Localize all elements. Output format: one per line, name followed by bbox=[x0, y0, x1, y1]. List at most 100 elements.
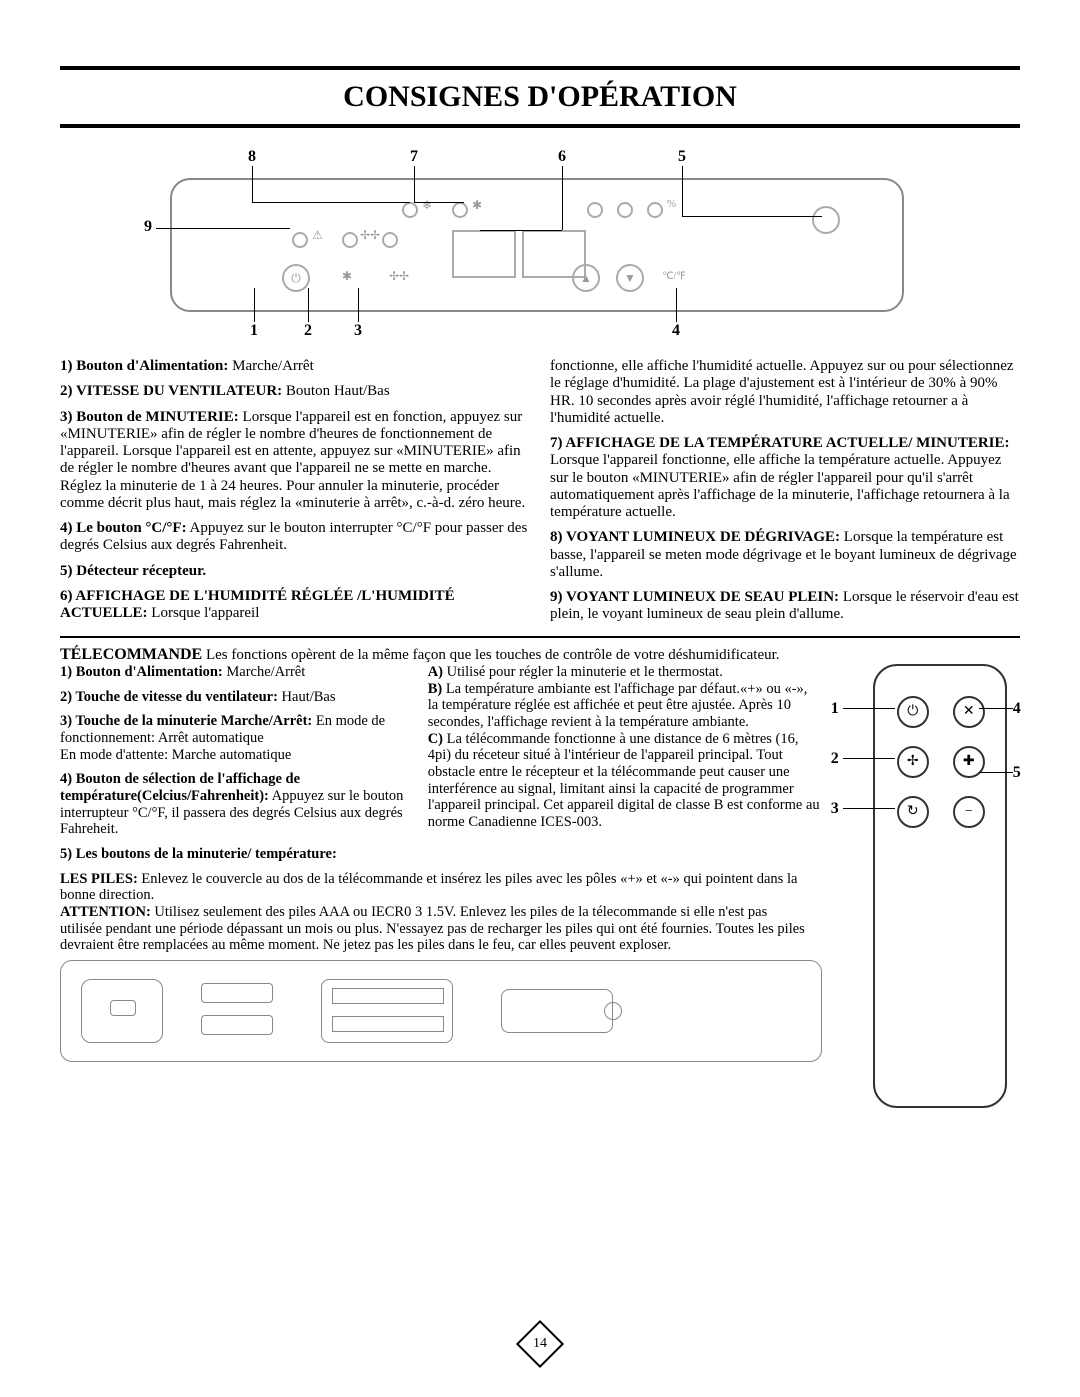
leader-line bbox=[308, 288, 309, 322]
leader-line bbox=[979, 772, 1013, 773]
remote-1-title: 1) Bouton d'Alimentation: bbox=[60, 664, 223, 680]
page-number: 14 bbox=[533, 1336, 547, 1352]
item-8-title: 8) VOYANT LUMINEUX DE DÉGRIVAGE: bbox=[550, 529, 840, 545]
item-1-text: Marche/Arrêt bbox=[228, 358, 313, 374]
left-column: 1) Bouton d'Alimentation: Marche/Arrêt 2… bbox=[60, 358, 530, 632]
remote-num-2: 2 bbox=[831, 750, 839, 768]
remote-plus-icon: ✚ bbox=[953, 746, 985, 778]
humidity-display bbox=[452, 230, 516, 278]
control-panel-diagram: ⏻ ✱ ✢✢ ▲ ▼ ℃/℉ % ❄ ✱ ⚠ ✢✢ 8 7 6 5 9 1 2 … bbox=[60, 148, 1020, 348]
attention-title: ATTENTION: bbox=[60, 904, 151, 920]
attention-text: Utilisez seulement des piles AAA ou IECR… bbox=[60, 904, 805, 953]
remote-4-title: 4) Bouton de sélection de l'affichage de… bbox=[60, 771, 300, 804]
panel-number-4: 4 bbox=[672, 322, 680, 340]
remote-columns: 1) Bouton d'Alimentation: Marche/Arrêt 2… bbox=[60, 664, 1020, 871]
top-rule-1 bbox=[60, 66, 1020, 70]
item-6-text: Lorsque l'appareil bbox=[148, 605, 260, 621]
down-icon: ▼ bbox=[616, 264, 644, 292]
piles-text: Enlevez le couvercle au dos de la téléco… bbox=[60, 871, 797, 904]
panel-number-5: 5 bbox=[678, 148, 686, 166]
panel-led bbox=[292, 232, 308, 248]
panel-led bbox=[587, 202, 603, 218]
batt-step2b bbox=[201, 1015, 273, 1035]
timer-icon: ✢✢ bbox=[387, 264, 411, 288]
panel-number-8: 8 bbox=[248, 148, 256, 166]
panel-number-6: 6 bbox=[558, 148, 566, 166]
leader-line bbox=[843, 808, 895, 809]
batt-step1 bbox=[81, 979, 163, 1043]
panel-led bbox=[452, 202, 468, 218]
leader-line bbox=[156, 228, 290, 229]
item-1-title: 1) Bouton d'Alimentation: bbox=[60, 358, 228, 374]
frost-icon: ✱ bbox=[472, 198, 482, 213]
remote-num-4: 4 bbox=[1013, 700, 1021, 718]
remote-col-2: A) Utilisé pour régler la minuterie et l… bbox=[428, 664, 821, 871]
page-number-badge: 14 bbox=[516, 1320, 564, 1368]
remote-c-title: C) bbox=[428, 731, 443, 747]
remote-num-3: 3 bbox=[831, 800, 839, 818]
remote-header: TÉLECOMMANDE Les fonctions opèrent de la… bbox=[60, 646, 1020, 664]
cf-icon: ℃/℉ bbox=[662, 264, 686, 288]
remote-c-text: La télécommande fonctionne à une distanc… bbox=[428, 731, 820, 830]
item-6-cont: fonctionne, elle affiche l'humidité actu… bbox=[550, 358, 1014, 426]
panel-led bbox=[342, 232, 358, 248]
remote-power-icon: ⏻ bbox=[897, 696, 929, 728]
panel-number-9: 9 bbox=[144, 218, 152, 236]
remote-b-title: B) bbox=[428, 681, 443, 697]
battery-diagram bbox=[60, 960, 822, 1062]
remote-5-title: 5) Les boutons de la minuterie/ températ… bbox=[60, 846, 337, 862]
remote-3-title: 3) Touche de la minuterie Marche/Arrêt: bbox=[60, 713, 312, 729]
leader-line bbox=[979, 708, 1013, 709]
leader-line bbox=[843, 758, 895, 759]
remote-fan-icon: ✢ bbox=[897, 746, 929, 778]
item-4-title: 4) Le bouton °C/°F: bbox=[60, 520, 187, 536]
remote-col-3: ⏻ ✕ ✢ ✚ ↻ − 1 2 3 4 5 bbox=[833, 664, 1020, 871]
batt-step2a bbox=[201, 983, 273, 1003]
top-rule-2 bbox=[60, 124, 1020, 128]
leader-line bbox=[562, 166, 563, 230]
remote-num-1: 1 bbox=[831, 700, 839, 718]
description-columns: 1) Bouton d'Alimentation: Marche/Arrêt 2… bbox=[60, 358, 1020, 632]
piles-title: LES PILES: bbox=[60, 871, 138, 887]
item-3-title: 3) Bouton de MINUTERIE: bbox=[60, 409, 239, 425]
panel-number-2: 2 bbox=[304, 322, 312, 340]
remote-mode-icon: ✕ bbox=[953, 696, 985, 728]
item-9-title: 9) VOYANT LUMINEUX DE SEAU PLEIN: bbox=[550, 589, 839, 605]
remote-header-title: TÉLECOMMANDE bbox=[60, 646, 202, 663]
panel-led bbox=[647, 202, 663, 218]
panel-led bbox=[617, 202, 633, 218]
batt-step3 bbox=[321, 979, 453, 1043]
item-5-title: 5) Détecteur récepteur. bbox=[60, 563, 206, 579]
panel-number-3: 3 bbox=[354, 322, 362, 340]
mid-rule bbox=[60, 636, 1020, 638]
leader-line bbox=[682, 216, 822, 217]
leader-line bbox=[843, 708, 895, 709]
remote-3-text2: En mode d'attente: Marche automatique bbox=[60, 747, 291, 763]
remote-a-title: A) bbox=[428, 664, 443, 680]
percent-label: % bbox=[667, 198, 676, 210]
fan-icon: ✱ bbox=[335, 264, 359, 288]
leader-line bbox=[414, 166, 415, 202]
remote-2-title: 2) Touche de vitesse du ventilateur: bbox=[60, 689, 278, 705]
right-column: fonctionne, elle affiche l'humidité actu… bbox=[550, 358, 1020, 632]
remote-header-text: Les fonctions opèrent de la même façon q… bbox=[202, 647, 779, 663]
panel-outline: ⏻ ✱ ✢✢ ▲ ▼ ℃/℉ % ❄ ✱ ⚠ ✢✢ bbox=[170, 178, 904, 312]
remote-num-5: 5 bbox=[1013, 764, 1021, 782]
receiver-icon bbox=[812, 206, 840, 234]
leader-line bbox=[682, 166, 683, 216]
panel-number-7: 7 bbox=[410, 148, 418, 166]
remote-diagram: ⏻ ✕ ✢ ✚ ↻ − bbox=[873, 664, 1007, 1108]
leader-line bbox=[254, 288, 255, 322]
remote-section: TÉLECOMMANDE Les fonctions opèrent de la… bbox=[60, 646, 1020, 1062]
item-2-title: 2) VITESSE DU VENTILATEUR: bbox=[60, 383, 282, 399]
remote-b-text: La température ambiante est l'affichage … bbox=[428, 681, 808, 730]
leader-line bbox=[252, 166, 253, 202]
remote-minus-icon: − bbox=[953, 796, 985, 828]
item-2-text: Bouton Haut/Bas bbox=[282, 383, 390, 399]
remote-1-text: Marche/Arrêt bbox=[223, 664, 306, 680]
panel-number-1: 1 bbox=[250, 322, 258, 340]
leader-line bbox=[480, 230, 562, 231]
piles-block: LES PILES: Enlevez le couvercle au dos d… bbox=[60, 871, 809, 954]
warn-icon: ⚠ bbox=[312, 228, 323, 243]
panel-led bbox=[402, 202, 418, 218]
